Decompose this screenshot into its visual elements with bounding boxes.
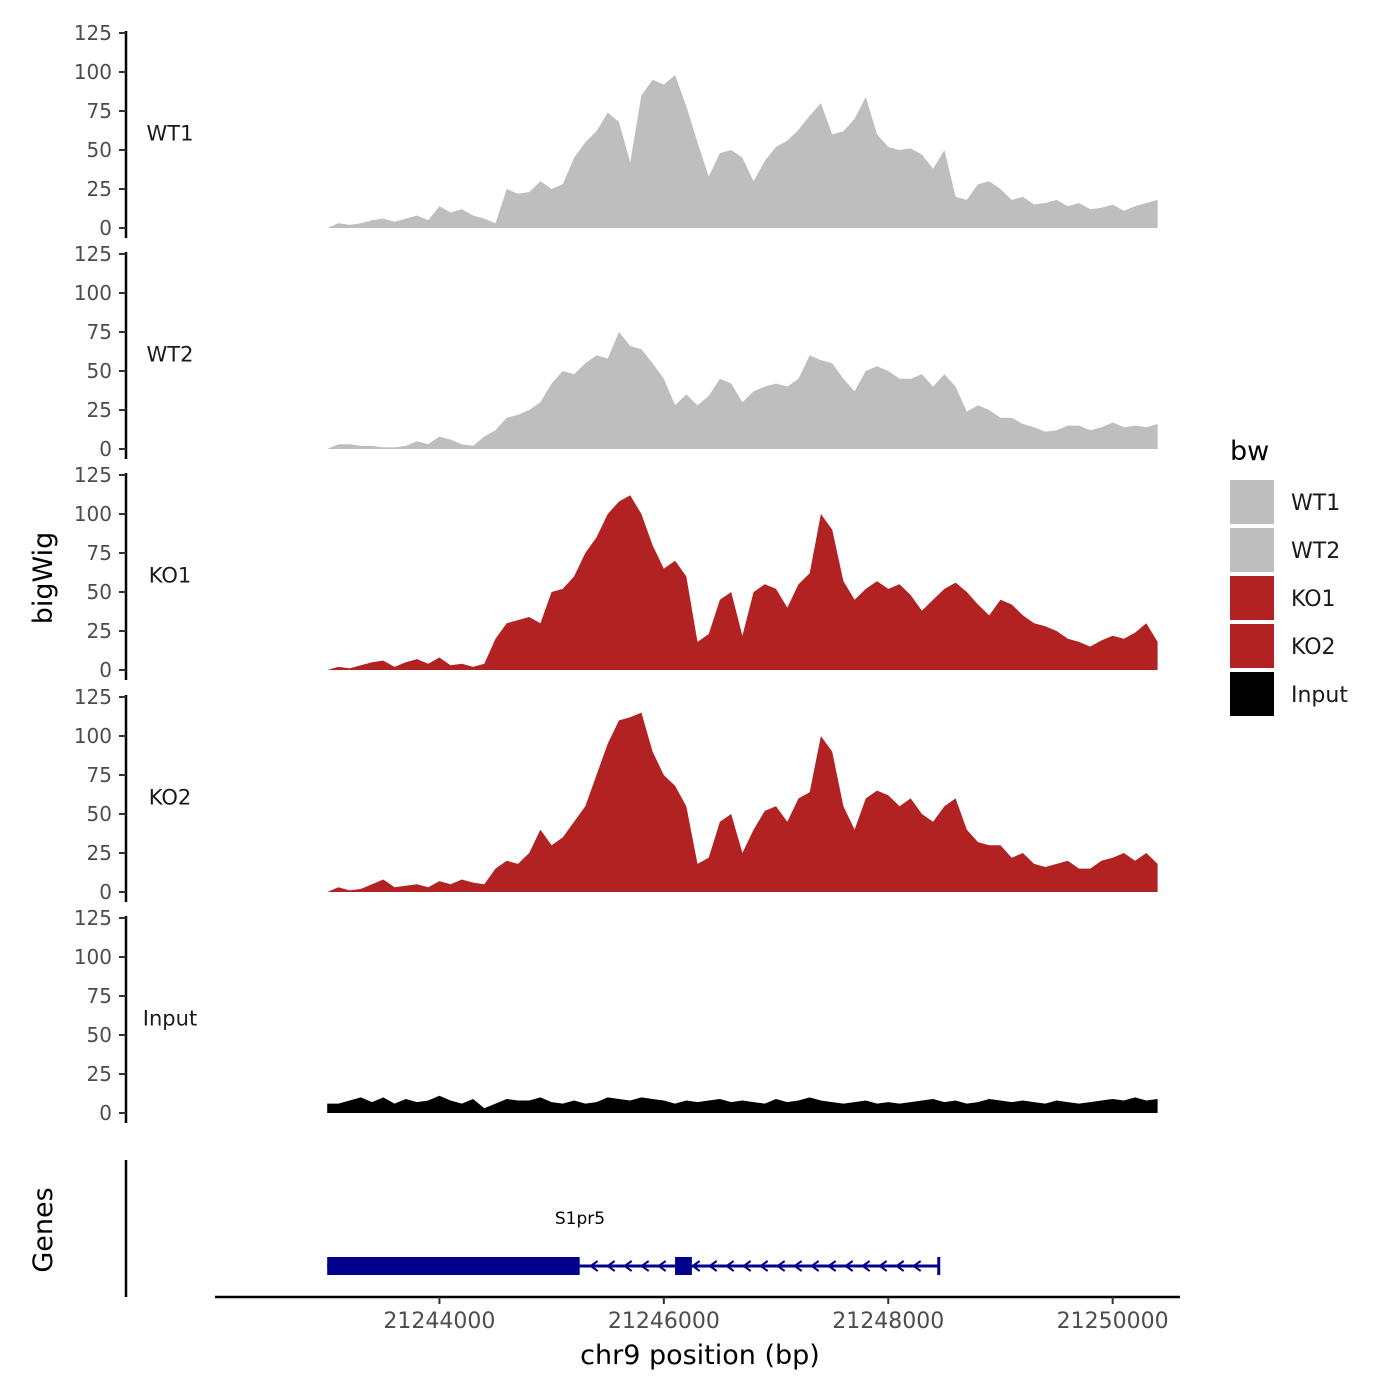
strand-arrow <box>707 1260 718 1272</box>
y-tick-label: 100 <box>74 502 112 526</box>
x-axis: 21244000 21246000 21248000 21250000 <box>215 1295 1180 1334</box>
legend-swatch <box>1230 576 1274 620</box>
track-ko1: 0 25 50 75 100 125 KO1 <box>74 463 1158 682</box>
y-tick-label: 50 <box>87 580 112 604</box>
y-tick-label: 125 <box>74 463 112 487</box>
coverage-tracks: 0 25 50 75 100 125 WT1 0 25 50 75 100 125 WT2 0 25 50 75 1… <box>74 21 1158 1125</box>
y-tick-label: 0 <box>99 658 112 682</box>
strand-arrow <box>775 1260 786 1272</box>
strand-arrow <box>656 1260 667 1272</box>
y-tick-label: 50 <box>87 138 112 162</box>
track-label: KO2 <box>149 785 192 809</box>
strand-arrow <box>792 1260 803 1272</box>
y-tick-label: 25 <box>87 619 112 643</box>
y-tick-label: 125 <box>74 21 112 45</box>
y-tick-label: 0 <box>99 880 112 904</box>
y-tick-label: 0 <box>99 216 112 240</box>
strand-arrow <box>809 1260 820 1272</box>
y-tick-label: 125 <box>74 242 112 266</box>
strand-arrow <box>690 1260 701 1272</box>
strand-arrow <box>605 1260 616 1272</box>
legend-label: WT2 <box>1291 539 1340 564</box>
legend-item-input: Input <box>1230 672 1348 716</box>
area-ko2 <box>327 712 1158 892</box>
strand-arrow <box>860 1260 871 1272</box>
y-tick-label: 125 <box>74 685 112 709</box>
y-tick-label: 75 <box>87 320 112 344</box>
y-tick-label: 0 <box>99 437 112 461</box>
area-wt2 <box>327 332 1158 449</box>
y-tick-label: 50 <box>87 802 112 826</box>
x-tick-label: 21246000 <box>608 1309 720 1334</box>
y-tick-label: 50 <box>87 1023 112 1047</box>
track-label: WT1 <box>147 121 194 145</box>
y-tick-label: 25 <box>87 841 112 865</box>
x-tick-label: 21248000 <box>832 1309 944 1334</box>
legend-label: KO2 <box>1291 635 1336 660</box>
y-tick-label: 75 <box>87 984 112 1008</box>
legend-item-ko1: KO1 <box>1230 576 1336 620</box>
area-input <box>327 1095 1158 1113</box>
strand-arrow <box>911 1260 922 1272</box>
y-tick-label: 25 <box>87 177 112 201</box>
gene-exon <box>675 1257 692 1275</box>
legend-swatch <box>1230 480 1274 524</box>
y-tick-label: 75 <box>87 541 112 565</box>
y-tick-label: 75 <box>87 99 112 123</box>
track-label: KO1 <box>149 563 192 587</box>
strand-arrow <box>639 1260 650 1272</box>
strand-arrow <box>843 1260 854 1272</box>
track-label: Input <box>143 1006 197 1030</box>
gene-panel: S1pr5 <box>124 1160 941 1297</box>
legend-swatch <box>1230 528 1274 572</box>
track-wt1: 0 25 50 75 100 125 WT1 <box>74 21 1158 240</box>
y-tick-label: 0 <box>99 1101 112 1125</box>
legend: WT1 WT2 KO1 KO2 Input <box>1230 480 1348 716</box>
legend-swatch <box>1230 672 1274 716</box>
y-tick-label: 100 <box>74 60 112 84</box>
area-ko1 <box>327 495 1158 670</box>
track-input: 0 25 50 75 100 125 Input <box>74 906 1158 1125</box>
strand-arrow <box>877 1260 888 1272</box>
y-tick-label: 25 <box>87 398 112 422</box>
strand-arrow <box>588 1260 599 1272</box>
track-ko2: 0 25 50 75 100 125 KO2 <box>74 685 1158 904</box>
y-tick-label: 125 <box>74 906 112 930</box>
gene-exon <box>327 1257 580 1275</box>
y-axis-title: bigWig <box>28 532 59 625</box>
y-tick-label: 100 <box>74 724 112 748</box>
y-tick-label: 50 <box>87 359 112 383</box>
x-axis-title: chr9 position (bp) <box>580 1340 820 1371</box>
y-tick-label: 25 <box>87 1062 112 1086</box>
track-label: WT2 <box>147 342 194 366</box>
y-tick-label: 75 <box>87 763 112 787</box>
legend-swatch <box>1230 624 1274 668</box>
strand-arrow <box>741 1260 752 1272</box>
x-tick-label: 21244000 <box>383 1309 495 1334</box>
x-tick-label: 21250000 <box>1057 1309 1169 1334</box>
legend-label: WT1 <box>1291 491 1340 516</box>
strand-arrow <box>622 1260 633 1272</box>
genes-axis-title: Genes <box>28 1187 59 1272</box>
strand-arrow <box>724 1260 735 1272</box>
legend-item-wt1: WT1 <box>1230 480 1340 524</box>
legend-item-wt2: WT2 <box>1230 528 1340 572</box>
legend-label: KO1 <box>1291 587 1336 612</box>
track-wt2: 0 25 50 75 100 125 WT2 <box>74 242 1158 461</box>
strand-arrow <box>826 1260 837 1272</box>
legend-label: Input <box>1291 683 1348 708</box>
legend-item-ko2: KO2 <box>1230 624 1336 668</box>
y-tick-label: 100 <box>74 281 112 305</box>
area-wt1 <box>327 75 1158 228</box>
legend-title: bw <box>1230 436 1269 467</box>
gene-label: S1pr5 <box>555 1209 605 1229</box>
strand-arrow <box>894 1260 905 1272</box>
strand-arrow <box>758 1260 769 1272</box>
y-tick-label: 100 <box>74 945 112 969</box>
